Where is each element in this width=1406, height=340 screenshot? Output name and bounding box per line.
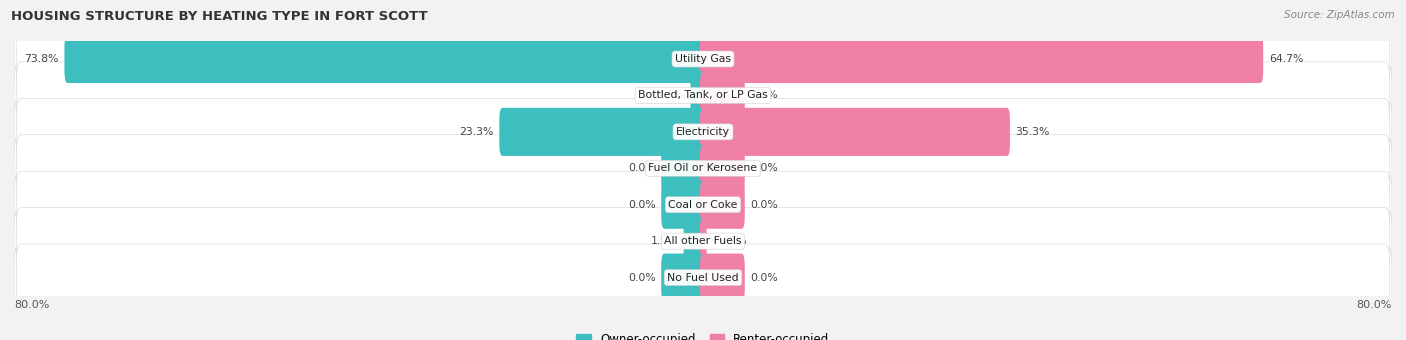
FancyBboxPatch shape [14,64,1392,127]
Text: HOUSING STRUCTURE BY HEATING TYPE IN FORT SCOTT: HOUSING STRUCTURE BY HEATING TYPE IN FOR… [11,10,427,23]
FancyBboxPatch shape [14,137,1392,200]
Text: 80.0%: 80.0% [14,300,49,310]
FancyBboxPatch shape [700,108,1010,156]
Text: 0.0%: 0.0% [751,273,778,283]
FancyBboxPatch shape [17,98,1389,165]
Text: 35.3%: 35.3% [1015,127,1050,137]
FancyBboxPatch shape [17,171,1389,238]
Text: Electricity: Electricity [676,127,730,137]
Text: 80.0%: 80.0% [1357,300,1392,310]
FancyBboxPatch shape [700,254,745,302]
FancyBboxPatch shape [14,173,1392,236]
FancyBboxPatch shape [683,217,706,265]
Bar [14,187,1392,223]
FancyBboxPatch shape [17,62,1389,129]
FancyBboxPatch shape [499,108,706,156]
FancyBboxPatch shape [700,144,745,192]
FancyBboxPatch shape [65,35,706,83]
Text: Source: ZipAtlas.com: Source: ZipAtlas.com [1284,10,1395,20]
Text: 0.0%: 0.0% [628,200,655,210]
FancyBboxPatch shape [14,209,1392,273]
Text: 0.07%: 0.07% [713,236,747,246]
Text: Coal or Coke: Coal or Coke [668,200,738,210]
Text: 0.0%: 0.0% [628,273,655,283]
FancyBboxPatch shape [17,208,1389,275]
FancyBboxPatch shape [17,135,1389,202]
FancyBboxPatch shape [661,144,706,192]
Text: Utility Gas: Utility Gas [675,54,731,64]
Text: 0.0%: 0.0% [751,200,778,210]
FancyBboxPatch shape [690,71,706,119]
Text: 23.3%: 23.3% [460,127,494,137]
FancyBboxPatch shape [661,254,706,302]
Bar [14,223,1392,259]
Text: No Fuel Used: No Fuel Used [668,273,738,283]
Text: All other Fuels: All other Fuels [664,236,742,246]
Bar [14,259,1392,296]
FancyBboxPatch shape [14,246,1392,309]
FancyBboxPatch shape [17,244,1389,311]
Text: 0.0%: 0.0% [628,163,655,173]
Text: 1.9%: 1.9% [651,236,678,246]
FancyBboxPatch shape [700,71,745,119]
Text: Fuel Oil or Kerosene: Fuel Oil or Kerosene [648,163,758,173]
FancyBboxPatch shape [661,181,706,229]
Bar [14,77,1392,114]
FancyBboxPatch shape [700,181,745,229]
Text: 64.7%: 64.7% [1268,54,1303,64]
Text: Bottled, Tank, or LP Gas: Bottled, Tank, or LP Gas [638,90,768,100]
Text: 0.0%: 0.0% [751,90,778,100]
FancyBboxPatch shape [700,217,707,265]
Bar [14,41,1392,77]
Legend: Owner-occupied, Renter-occupied: Owner-occupied, Renter-occupied [576,333,830,340]
Bar [14,114,1392,150]
Text: 1.1%: 1.1% [658,90,685,100]
FancyBboxPatch shape [700,35,1263,83]
FancyBboxPatch shape [14,100,1392,164]
FancyBboxPatch shape [14,27,1392,91]
Text: 73.8%: 73.8% [24,54,59,64]
Text: 0.0%: 0.0% [751,163,778,173]
Bar [14,150,1392,187]
FancyBboxPatch shape [17,26,1389,92]
